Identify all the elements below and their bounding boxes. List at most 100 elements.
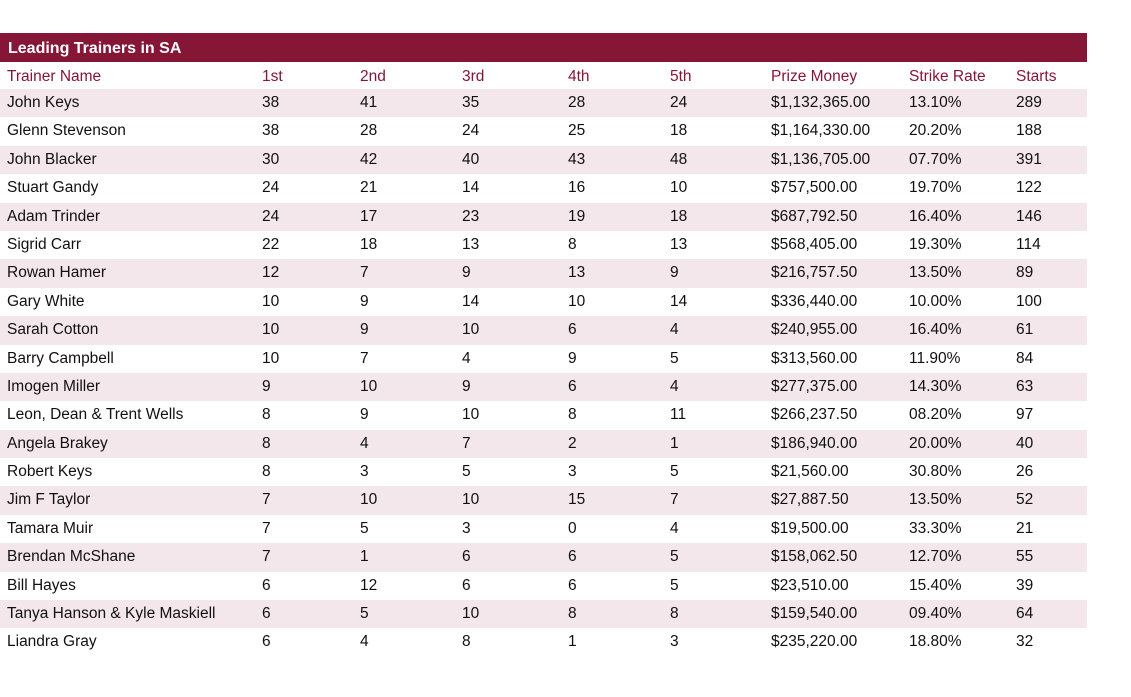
cell-strike-rate: 19.30%	[909, 235, 962, 253]
cell-trainer-name: John Blacker	[7, 150, 97, 168]
cell-trainer-name: Gary White	[7, 292, 85, 310]
cell-4th: 13	[568, 264, 586, 282]
table-row: Leon, Dean & Trent Wells 8 9 10 8 11 $266,237.…	[0, 401, 1087, 429]
column-header-starts: Starts	[1016, 68, 1057, 85]
cell-3rd: 10	[462, 406, 480, 424]
cell-5th: 48	[670, 150, 688, 168]
table-row: Glenn Stevenson 38 28 24 25 18 $1,164,330.00 20…	[0, 117, 1087, 145]
table-row: Sarah Cotton 10 9 10 6 4 $240,955.00 16.40% 61	[0, 316, 1087, 345]
cell-starts: 39	[1016, 576, 1034, 594]
cell-2nd: 42	[360, 150, 378, 168]
cell-3rd: 40	[462, 150, 480, 168]
cell-4th: 6	[568, 321, 577, 339]
cell-1st: 10	[262, 292, 280, 310]
cell-2nd: 28	[360, 122, 378, 140]
cell-1st: 22	[262, 235, 280, 253]
column-header-trainer-name: Trainer Name	[7, 68, 102, 85]
table-row: Angela Brakey 8 4 7 2 1 $186,940.00 20.00% 40	[0, 429, 1087, 459]
cell-1st: 9	[262, 377, 271, 395]
cell-2nd: 7	[360, 349, 369, 367]
column-header-1st: 1st	[262, 68, 283, 85]
cell-4th: 8	[568, 605, 577, 623]
cell-2nd: 10	[360, 377, 378, 395]
cell-4th: 6	[568, 377, 577, 395]
cell-4th: 6	[568, 548, 577, 566]
header-row: Trainer Name 1st 2nd 3rd 4th 5th Prize M…	[0, 62, 1087, 89]
cell-trainer-name: Imogen Miller	[7, 377, 101, 395]
table-row: Liandra Gray 6 4 8 1 3 $235,220.00 18.80% 32	[0, 628, 1087, 656]
cell-2nd: 18	[360, 235, 378, 253]
cell-starts: 40	[1016, 434, 1034, 452]
table-row: Tamara Muir 7 5 3 0 4 $19,500.00 33.30% 21	[0, 515, 1087, 543]
cell-1st: 7	[262, 548, 271, 566]
cell-3rd: 6	[462, 576, 471, 594]
cell-trainer-name: Sarah Cotton	[7, 321, 99, 339]
cell-4th: 43	[568, 150, 586, 168]
cell-2nd: 1	[360, 548, 369, 566]
cell-1st: 12	[262, 264, 280, 282]
cell-1st: 8	[262, 406, 271, 424]
cell-strike-rate: 16.40%	[909, 207, 962, 225]
cell-1st: 38	[262, 122, 280, 140]
cell-1st: 10	[262, 321, 280, 339]
cell-starts: 391	[1016, 150, 1042, 168]
cell-strike-rate: 12.70%	[909, 548, 962, 566]
cell-4th: 0	[568, 519, 577, 537]
column-header-5th: 5th	[670, 68, 692, 85]
cell-2nd: 7	[360, 264, 369, 282]
cell-4th: 15	[568, 491, 586, 509]
table-row: Barry Campbell 10 7 4 9 5 $313,560.00 11.90% 84	[0, 345, 1087, 373]
cell-5th: 11	[670, 406, 687, 424]
cell-starts: 100	[1016, 292, 1042, 310]
cell-strike-rate: 07.70%	[909, 150, 962, 168]
cell-3rd: 9	[462, 264, 471, 282]
cell-5th: 13	[670, 235, 688, 253]
cell-1st: 30	[262, 150, 280, 168]
cell-2nd: 12	[360, 576, 378, 594]
cell-strike-rate: 19.70%	[909, 179, 962, 197]
cell-strike-rate: 18.80%	[909, 633, 962, 651]
cell-3rd: 10	[462, 321, 480, 339]
cell-prize-money: $240,955.00	[771, 321, 858, 339]
cell-strike-rate: 13.50%	[909, 264, 962, 282]
cell-2nd: 21	[360, 179, 378, 197]
cell-3rd: 8	[462, 633, 471, 651]
cell-3rd: 6	[462, 548, 471, 566]
cell-1st: 38	[262, 94, 280, 111]
table-title: Leading Trainers in SA	[0, 33, 1087, 62]
cell-4th: 8	[568, 406, 577, 424]
cell-1st: 7	[262, 491, 271, 509]
cell-prize-money: $1,164,330.00	[771, 122, 871, 140]
cell-trainer-name: Bill Hayes	[7, 576, 76, 594]
cell-1st: 10	[262, 349, 280, 367]
cell-5th: 4	[670, 377, 679, 395]
cell-prize-money: $19,500.00	[771, 519, 849, 537]
column-header-prize-money: Prize Money	[771, 68, 858, 85]
cell-2nd: 17	[360, 207, 378, 225]
cell-4th: 2	[568, 434, 577, 452]
cell-starts: 61	[1016, 321, 1034, 339]
cell-5th: 5	[670, 463, 679, 481]
cell-starts: 122	[1016, 179, 1042, 197]
table-row: John Blacker 30 42 40 43 48 $1,136,705.00 07.70…	[0, 145, 1087, 175]
cell-starts: 26	[1016, 463, 1034, 481]
cell-strike-rate: 30.80%	[909, 463, 962, 481]
cell-prize-money: $1,136,705.00	[771, 150, 871, 168]
cell-prize-money: $235,220.00	[771, 633, 858, 651]
table-row: Jim F Taylor 7 10 10 15 7 $27,887.50 13.50% 52	[0, 486, 1087, 515]
cell-trainer-name: John Keys	[7, 94, 80, 111]
cell-prize-money: $568,405.00	[771, 235, 858, 253]
cell-trainer-name: Leon, Dean & Trent Wells	[7, 406, 184, 424]
cell-prize-money: $23,510.00	[771, 576, 849, 594]
cell-3rd: 14	[462, 179, 480, 197]
cell-prize-money: $158,062.50	[771, 548, 858, 566]
cell-trainer-name: Adam Trinder	[7, 207, 101, 225]
table-row: Robert Keys 8 3 5 3 5 $21,560.00 30.80% 26	[0, 458, 1087, 486]
cell-5th: 18	[670, 122, 688, 140]
cell-trainer-name: Stuart Gandy	[7, 179, 99, 197]
cell-trainer-name: Barry Campbell	[7, 349, 114, 367]
table-row: John Keys 38 41 35 28 24 $1,132,365.00 13.10% 28…	[0, 89, 1087, 118]
cell-5th: 14	[670, 292, 688, 310]
table-row: Adam Trinder 24 17 23 19 18 $687,792.50 16.40% 1…	[0, 202, 1087, 231]
cell-trainer-name: Angela Brakey	[7, 434, 108, 452]
